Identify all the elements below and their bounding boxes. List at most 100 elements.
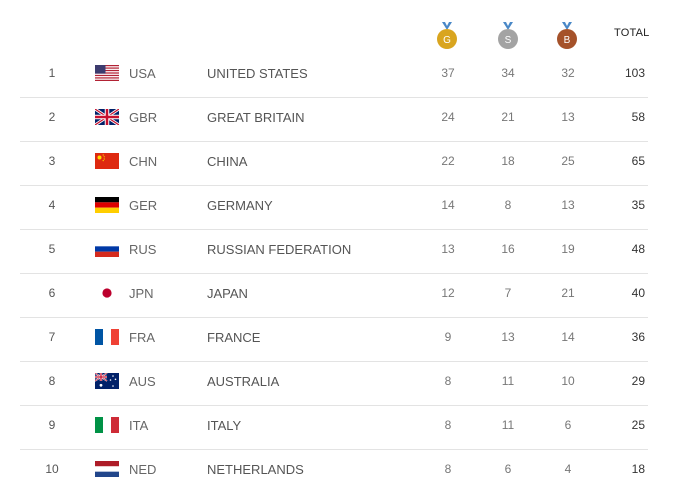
country-name[interactable]: JAPAN <box>207 286 248 301</box>
country-code: CHN <box>129 154 158 169</box>
country-name[interactable]: RUSSIAN FEDERATION <box>207 242 352 257</box>
bronze-count: 13 <box>561 110 575 124</box>
rank: 10 <box>45 462 59 476</box>
table-row[interactable]: 8 AUS AUSTRALIA 8 11 10 29 <box>20 362 648 406</box>
gold-medal-letter: G <box>443 35 451 46</box>
ned-flag-icon <box>95 461 119 477</box>
silver-count: 13 <box>501 330 515 344</box>
rus-flag-icon <box>95 241 119 257</box>
gold-count: 8 <box>444 374 452 388</box>
silver-count: 11 <box>501 418 515 432</box>
gold-count: 22 <box>441 154 455 168</box>
total-count: 29 <box>631 374 645 388</box>
ita-flag-icon <box>95 417 119 433</box>
country-code: JPN <box>129 286 154 301</box>
bronze-count: 10 <box>561 374 575 388</box>
country-name[interactable]: CHINA <box>207 154 248 169</box>
rank: 7 <box>48 330 56 344</box>
gold-count: 8 <box>444 462 452 476</box>
rank: 9 <box>48 418 56 432</box>
bronze-count: 21 <box>561 286 575 300</box>
country-name[interactable]: GERMANY <box>207 198 273 213</box>
bronze-count: 25 <box>561 154 575 168</box>
bronze-count: 4 <box>564 462 572 476</box>
silver-count: 21 <box>501 110 515 124</box>
usa-flag-icon <box>95 65 119 81</box>
country-code: RUS <box>129 242 157 257</box>
total-count: 35 <box>631 198 645 212</box>
country-code: GBR <box>129 110 158 125</box>
country-code: ITA <box>129 418 149 433</box>
table-row[interactable]: 4 GER GERMANY 14 8 13 35 <box>20 186 648 230</box>
total-count: 65 <box>631 154 645 168</box>
ger-flag-icon <box>95 197 119 213</box>
total-count: 36 <box>631 330 645 344</box>
table-row[interactable]: 1 USA UNITED STATES 37 34 32 103 <box>20 54 648 98</box>
total-count: 18 <box>631 462 645 476</box>
gbr-flag-icon <box>95 109 119 125</box>
rank: 5 <box>48 242 56 256</box>
silver-count: 8 <box>504 198 512 212</box>
table-row[interactable]: 3 CHN CHINA 22 18 25 65 <box>20 142 648 186</box>
table-row[interactable]: 9 ITA ITALY 8 11 6 25 <box>20 406 648 450</box>
bronze-count: 14 <box>561 330 575 344</box>
aus-flag-icon <box>95 373 119 389</box>
bronze-medal-letter: B <box>564 35 571 46</box>
country-name[interactable]: ITALY <box>207 418 242 433</box>
table-row[interactable]: 10 NED NETHERLANDS 8 6 4 18 <box>20 450 648 493</box>
gold-count: 14 <box>441 198 455 212</box>
silver-count: 7 <box>504 286 512 300</box>
gold-count: 37 <box>441 66 455 80</box>
jpn-flag-icon <box>95 285 119 301</box>
rank: 8 <box>48 374 56 388</box>
gold-count: 13 <box>441 242 455 256</box>
gold-count: 9 <box>444 330 452 344</box>
table-row[interactable]: 2 GBR GREAT BRITAIN 24 21 13 58 <box>20 98 648 142</box>
silver-count: 11 <box>501 374 515 388</box>
bronze-count: 32 <box>561 66 575 80</box>
bronze-count: 6 <box>564 418 572 432</box>
gold-count: 24 <box>441 110 455 124</box>
country-name[interactable]: GREAT BRITAIN <box>207 110 305 125</box>
gold-medal-icon: G <box>436 22 458 50</box>
total-count: 48 <box>631 242 645 256</box>
rank: 1 <box>48 66 56 80</box>
total-count: 58 <box>631 110 645 124</box>
table-row[interactable]: 7 FRA FRANCE 9 13 14 36 <box>20 318 648 362</box>
total-count: 40 <box>631 286 645 300</box>
country-name[interactable]: UNITED STATES <box>207 66 308 81</box>
country-code: GER <box>129 198 158 213</box>
silver-count: 6 <box>504 462 512 476</box>
gold-count: 8 <box>444 418 452 432</box>
medal-table-body: 1 USA UNITED STATES 37 34 32 103 2 GBR GREAT BRIT… <box>20 54 648 493</box>
chn-flag-icon <box>95 153 119 169</box>
total-count: 25 <box>631 418 645 432</box>
country-code: USA <box>129 66 156 81</box>
gold-count: 12 <box>441 286 455 300</box>
rank: 4 <box>48 198 56 212</box>
country-code: FRA <box>129 330 155 345</box>
country-name[interactable]: AUSTRALIA <box>207 374 280 389</box>
country-code: AUS <box>129 374 156 389</box>
medal-table: G S B TOTAL 1 USA UNITED STATES 37 34 32 103 2 G… <box>20 0 650 493</box>
bronze-medal-icon: B <box>556 22 578 50</box>
silver-count: 18 <box>501 154 515 168</box>
fra-flag-icon <box>95 329 119 345</box>
table-row[interactable]: 6 JPN JAPAN 12 7 21 40 <box>20 274 648 318</box>
country-name[interactable]: NETHERLANDS <box>207 462 304 477</box>
silver-count: 16 <box>501 242 515 256</box>
total-count: 103 <box>624 66 645 80</box>
rank: 6 <box>48 286 56 300</box>
silver-count: 34 <box>501 66 515 80</box>
bronze-count: 13 <box>561 198 575 212</box>
country-name[interactable]: FRANCE <box>207 330 261 345</box>
silver-medal-icon: S <box>497 22 519 50</box>
medal-table-header: G S B TOTAL <box>20 0 650 54</box>
total-column-header: TOTAL <box>614 27 650 39</box>
table-row[interactable]: 5 RUS RUSSIAN FEDERATION 13 16 19 48 <box>20 230 648 274</box>
silver-medal-letter: S <box>505 35 512 46</box>
rank: 3 <box>48 154 56 168</box>
country-code: NED <box>129 462 157 477</box>
bronze-count: 19 <box>561 242 575 256</box>
rank: 2 <box>48 110 56 124</box>
